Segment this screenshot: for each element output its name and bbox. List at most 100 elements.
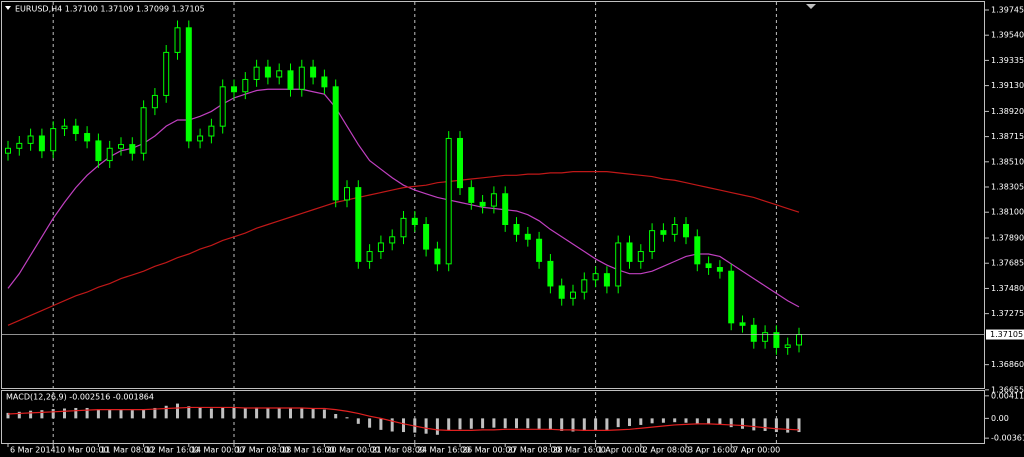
macd-bar xyxy=(300,408,304,419)
candle-body xyxy=(95,140,102,162)
x-tick-label: 28 Mar 16:00 xyxy=(552,446,605,455)
macd-bar xyxy=(763,418,767,431)
candle-body xyxy=(16,142,23,149)
macd-bar xyxy=(345,417,349,419)
macd-bar xyxy=(322,409,326,419)
macd-bar xyxy=(232,407,236,419)
candle-body xyxy=(253,66,260,80)
macd-bar xyxy=(695,418,699,424)
macd-bar xyxy=(628,418,631,427)
candle-body xyxy=(558,285,565,299)
candle-body xyxy=(457,137,463,189)
candle-body xyxy=(197,135,204,142)
macd-bar xyxy=(435,418,439,435)
candle-body xyxy=(72,125,79,135)
x-tick-label: 6 Mar 2014 xyxy=(10,446,56,455)
y-tick-label: 1.38715 xyxy=(991,132,1024,141)
macd-signal-line xyxy=(7,406,800,432)
macd-bar xyxy=(289,408,292,419)
macd-y-tick-label: -0.003613 xyxy=(991,434,1024,443)
macd-bar xyxy=(515,418,518,429)
macd-bar xyxy=(29,410,33,419)
macd-bar xyxy=(356,418,360,424)
macd-bar xyxy=(63,408,66,419)
candle-body xyxy=(411,217,418,226)
x-tick-label: 7 Apr 00:00 xyxy=(733,446,780,455)
chart-title: EURUSD,H4 1.37100 1.37109 1.37099 1.3710… xyxy=(15,5,205,14)
candle-body xyxy=(716,267,723,272)
x-tick-label: 27 Mar 08:00 xyxy=(507,446,560,455)
y-tick-label: 1.39130 xyxy=(991,81,1024,90)
candle-body xyxy=(547,260,554,287)
candle-body xyxy=(377,242,384,253)
candle-body xyxy=(445,137,452,265)
macd-frame xyxy=(1,390,985,444)
macd-bar xyxy=(492,418,496,428)
candle-body xyxy=(626,242,633,262)
x-tick-label: 18 Mar 16:00 xyxy=(281,446,334,455)
candle-body xyxy=(502,193,509,226)
candle-body xyxy=(468,187,475,203)
candle-body xyxy=(513,224,520,235)
candle-body xyxy=(38,135,45,152)
macd-bar xyxy=(774,418,778,433)
macd-bar xyxy=(582,418,586,431)
macd-bar xyxy=(6,412,10,419)
candle-body xyxy=(479,201,486,207)
macd-bar xyxy=(96,409,100,419)
macd-bar xyxy=(481,418,485,429)
macd-bar xyxy=(616,418,620,428)
candle-body xyxy=(400,217,407,238)
macd-y-tick-label: 0.00 xyxy=(991,414,1009,423)
macd-bar xyxy=(560,418,564,431)
main-frame xyxy=(1,1,985,389)
x-tick-label: 1 Apr 00:00 xyxy=(598,446,645,455)
macd-bar xyxy=(277,407,281,419)
macd-bar xyxy=(243,407,247,419)
macd-y-tick-label: 0.004117 xyxy=(991,391,1024,400)
candle-body xyxy=(705,263,712,269)
x-tick-label: 10 Mar 00:00 xyxy=(55,446,108,455)
candle-body xyxy=(151,94,158,109)
macd-bar xyxy=(503,418,507,429)
y-tick-label: 1.36655 xyxy=(991,385,1024,394)
candle-body xyxy=(276,70,283,78)
candle-body xyxy=(321,76,328,88)
y-tick-label: 1.37275 xyxy=(991,309,1024,318)
macd-bar xyxy=(187,406,191,419)
macd-bar xyxy=(447,418,451,431)
candle-body xyxy=(5,147,11,154)
candle-body xyxy=(637,251,644,262)
y-tick-label: 1.38100 xyxy=(991,208,1024,217)
candle-body xyxy=(310,66,317,78)
candle-body xyxy=(615,242,622,287)
x-tick-label: 26 Mar 00:00 xyxy=(462,446,515,455)
macd-bar xyxy=(571,418,575,432)
macd-bar xyxy=(255,407,259,419)
candle-body xyxy=(298,66,305,90)
candle-body xyxy=(140,107,147,154)
x-tick-label: 20 Mar 00:00 xyxy=(326,446,379,455)
macd-bar xyxy=(17,411,21,419)
candle-body xyxy=(208,125,215,137)
macd-bar xyxy=(85,407,89,419)
x-tick-label: 17 Mar 08:00 xyxy=(236,446,289,455)
y-tick-label: 1.37685 xyxy=(991,259,1024,268)
macd-bar xyxy=(548,418,552,430)
x-tick-label: 11 Mar 08:00 xyxy=(100,446,153,455)
last-price-label: 1.37105 xyxy=(990,330,1023,339)
candle-body xyxy=(660,230,667,235)
x-tick-label: 2 Apr 08:00 xyxy=(643,446,690,455)
last-price-box xyxy=(986,329,1024,340)
candle-body xyxy=(603,273,610,287)
macd-bar xyxy=(752,418,756,431)
macd-bar xyxy=(390,418,394,432)
candle-body xyxy=(118,144,124,149)
macd-bar xyxy=(661,418,665,423)
x-tick-label: 21 Mar 08:00 xyxy=(372,446,425,455)
macd-bar xyxy=(198,407,202,419)
candle-body xyxy=(423,224,430,250)
macd-bar xyxy=(458,418,462,430)
macd-bar xyxy=(639,418,643,425)
macd-bar xyxy=(311,409,315,419)
